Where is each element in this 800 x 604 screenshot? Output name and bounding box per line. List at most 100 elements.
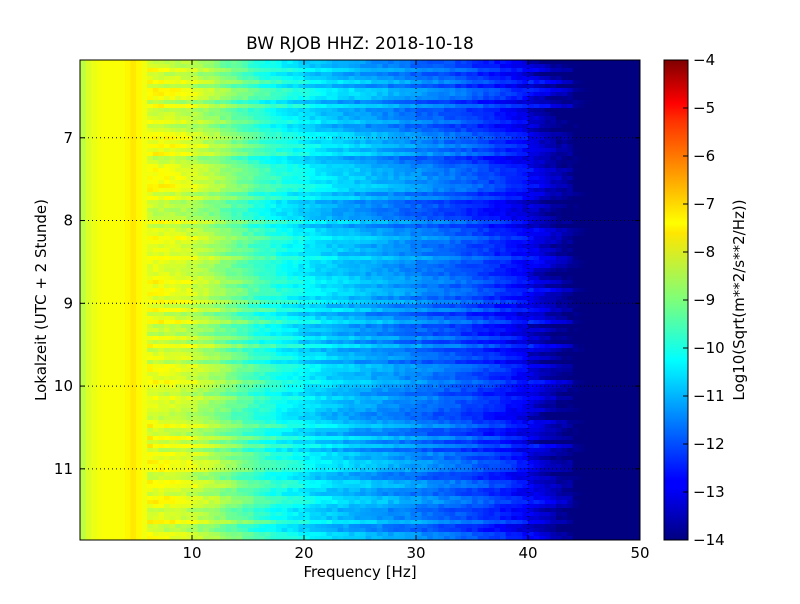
heatmap-cell (399, 80, 406, 85)
heatmap-cell (197, 220, 204, 225)
heatmap-cell (343, 256, 350, 261)
heatmap-cell (511, 184, 518, 189)
heatmap-cell (259, 96, 266, 101)
heatmap-cell (108, 136, 114, 141)
heatmap-cell (332, 248, 338, 253)
heatmap-cell (326, 148, 333, 153)
heatmap-cell (561, 228, 568, 233)
heatmap-cell (315, 228, 322, 233)
heatmap-cell (539, 252, 546, 257)
heatmap-cell (376, 188, 383, 193)
heatmap-cell (304, 248, 310, 253)
heatmap-cell (444, 176, 450, 181)
heatmap-cell (270, 72, 277, 77)
heatmap-cell (371, 156, 378, 161)
heatmap-cell (220, 204, 226, 209)
heatmap-cell (203, 84, 210, 89)
heatmap-cell (320, 212, 327, 217)
heatmap-cell (315, 252, 322, 257)
heatmap-cell (80, 132, 86, 137)
heatmap-cell (623, 184, 630, 189)
heatmap-cell (264, 116, 271, 121)
heatmap-cell (399, 72, 406, 77)
heatmap-cell (539, 120, 546, 125)
heatmap-cell (584, 176, 590, 181)
heatmap-cell (80, 64, 86, 69)
heatmap-cell (556, 84, 562, 89)
heatmap-cell (533, 164, 540, 169)
heatmap-cell (584, 236, 590, 241)
heatmap-cell (192, 216, 198, 221)
heatmap-cell (427, 148, 434, 153)
heatmap-cell (304, 108, 310, 113)
heatmap-cell (544, 92, 551, 97)
heatmap-cell (438, 196, 445, 201)
heatmap-cell (416, 224, 422, 229)
heatmap-cell (253, 212, 260, 217)
heatmap-cell (326, 120, 333, 125)
heatmap-cell (505, 88, 512, 93)
heatmap-cell (203, 172, 210, 177)
heatmap-cell (158, 60, 165, 65)
heatmap-cell (595, 100, 602, 105)
heatmap-cell (309, 256, 316, 261)
heatmap-cell (208, 132, 215, 137)
heatmap-cell (444, 252, 450, 257)
heatmap-cell (617, 104, 624, 109)
heatmap-cell (253, 84, 260, 89)
heatmap-cell (371, 220, 378, 225)
heatmap-cell (444, 160, 450, 165)
heatmap-cell (203, 180, 210, 185)
heatmap-cell (623, 176, 630, 181)
heatmap-cell (337, 68, 344, 73)
heatmap-cell (449, 76, 456, 81)
heatmap-cell (522, 212, 529, 217)
heatmap-cell (511, 124, 518, 129)
heatmap-cell (320, 96, 327, 101)
heatmap-cell (343, 188, 350, 193)
heatmap-cell (248, 104, 254, 109)
heatmap-cell (113, 164, 120, 169)
heatmap-cell (628, 104, 635, 109)
heatmap-cell (220, 68, 226, 73)
heatmap-cell (393, 60, 400, 65)
heatmap-cell (410, 72, 417, 77)
heatmap-cell (371, 204, 378, 209)
heatmap-cell (315, 184, 322, 189)
heatmap-cell (382, 120, 389, 125)
heatmap-cell (298, 132, 305, 137)
heatmap-cell (320, 256, 327, 261)
heatmap-cell (169, 196, 176, 201)
heatmap-cell (472, 148, 478, 153)
heatmap-cell (567, 196, 574, 201)
heatmap-cell (500, 140, 506, 145)
heatmap-cell (242, 136, 249, 141)
heatmap-cell (544, 220, 551, 225)
heatmap-cell (444, 68, 450, 73)
heatmap-cell (393, 76, 400, 81)
heatmap-cell (584, 144, 590, 149)
heatmap-cell (96, 88, 103, 93)
heatmap-cell (628, 80, 635, 85)
heatmap-cell (147, 248, 154, 253)
heatmap-cell (572, 124, 579, 129)
heatmap-cell (80, 96, 86, 101)
heatmap-cell (488, 124, 495, 129)
heatmap-cell (113, 176, 120, 181)
heatmap-cell (85, 84, 92, 89)
heatmap-cell (438, 184, 445, 189)
heatmap-cell (152, 240, 159, 245)
heatmap-cell (225, 68, 232, 73)
heatmap-cell (539, 228, 546, 233)
heatmap-cell (567, 132, 574, 137)
heatmap-cell (304, 64, 310, 69)
heatmap-cell (528, 92, 534, 97)
heatmap-cell (309, 164, 316, 169)
heatmap-cell (298, 200, 305, 205)
heatmap-cell (203, 104, 210, 109)
heatmap-cell (567, 100, 574, 105)
heatmap-cell (124, 60, 131, 65)
heatmap-cell (578, 76, 585, 81)
heatmap-cell (158, 176, 165, 181)
heatmap-cell (315, 72, 322, 77)
